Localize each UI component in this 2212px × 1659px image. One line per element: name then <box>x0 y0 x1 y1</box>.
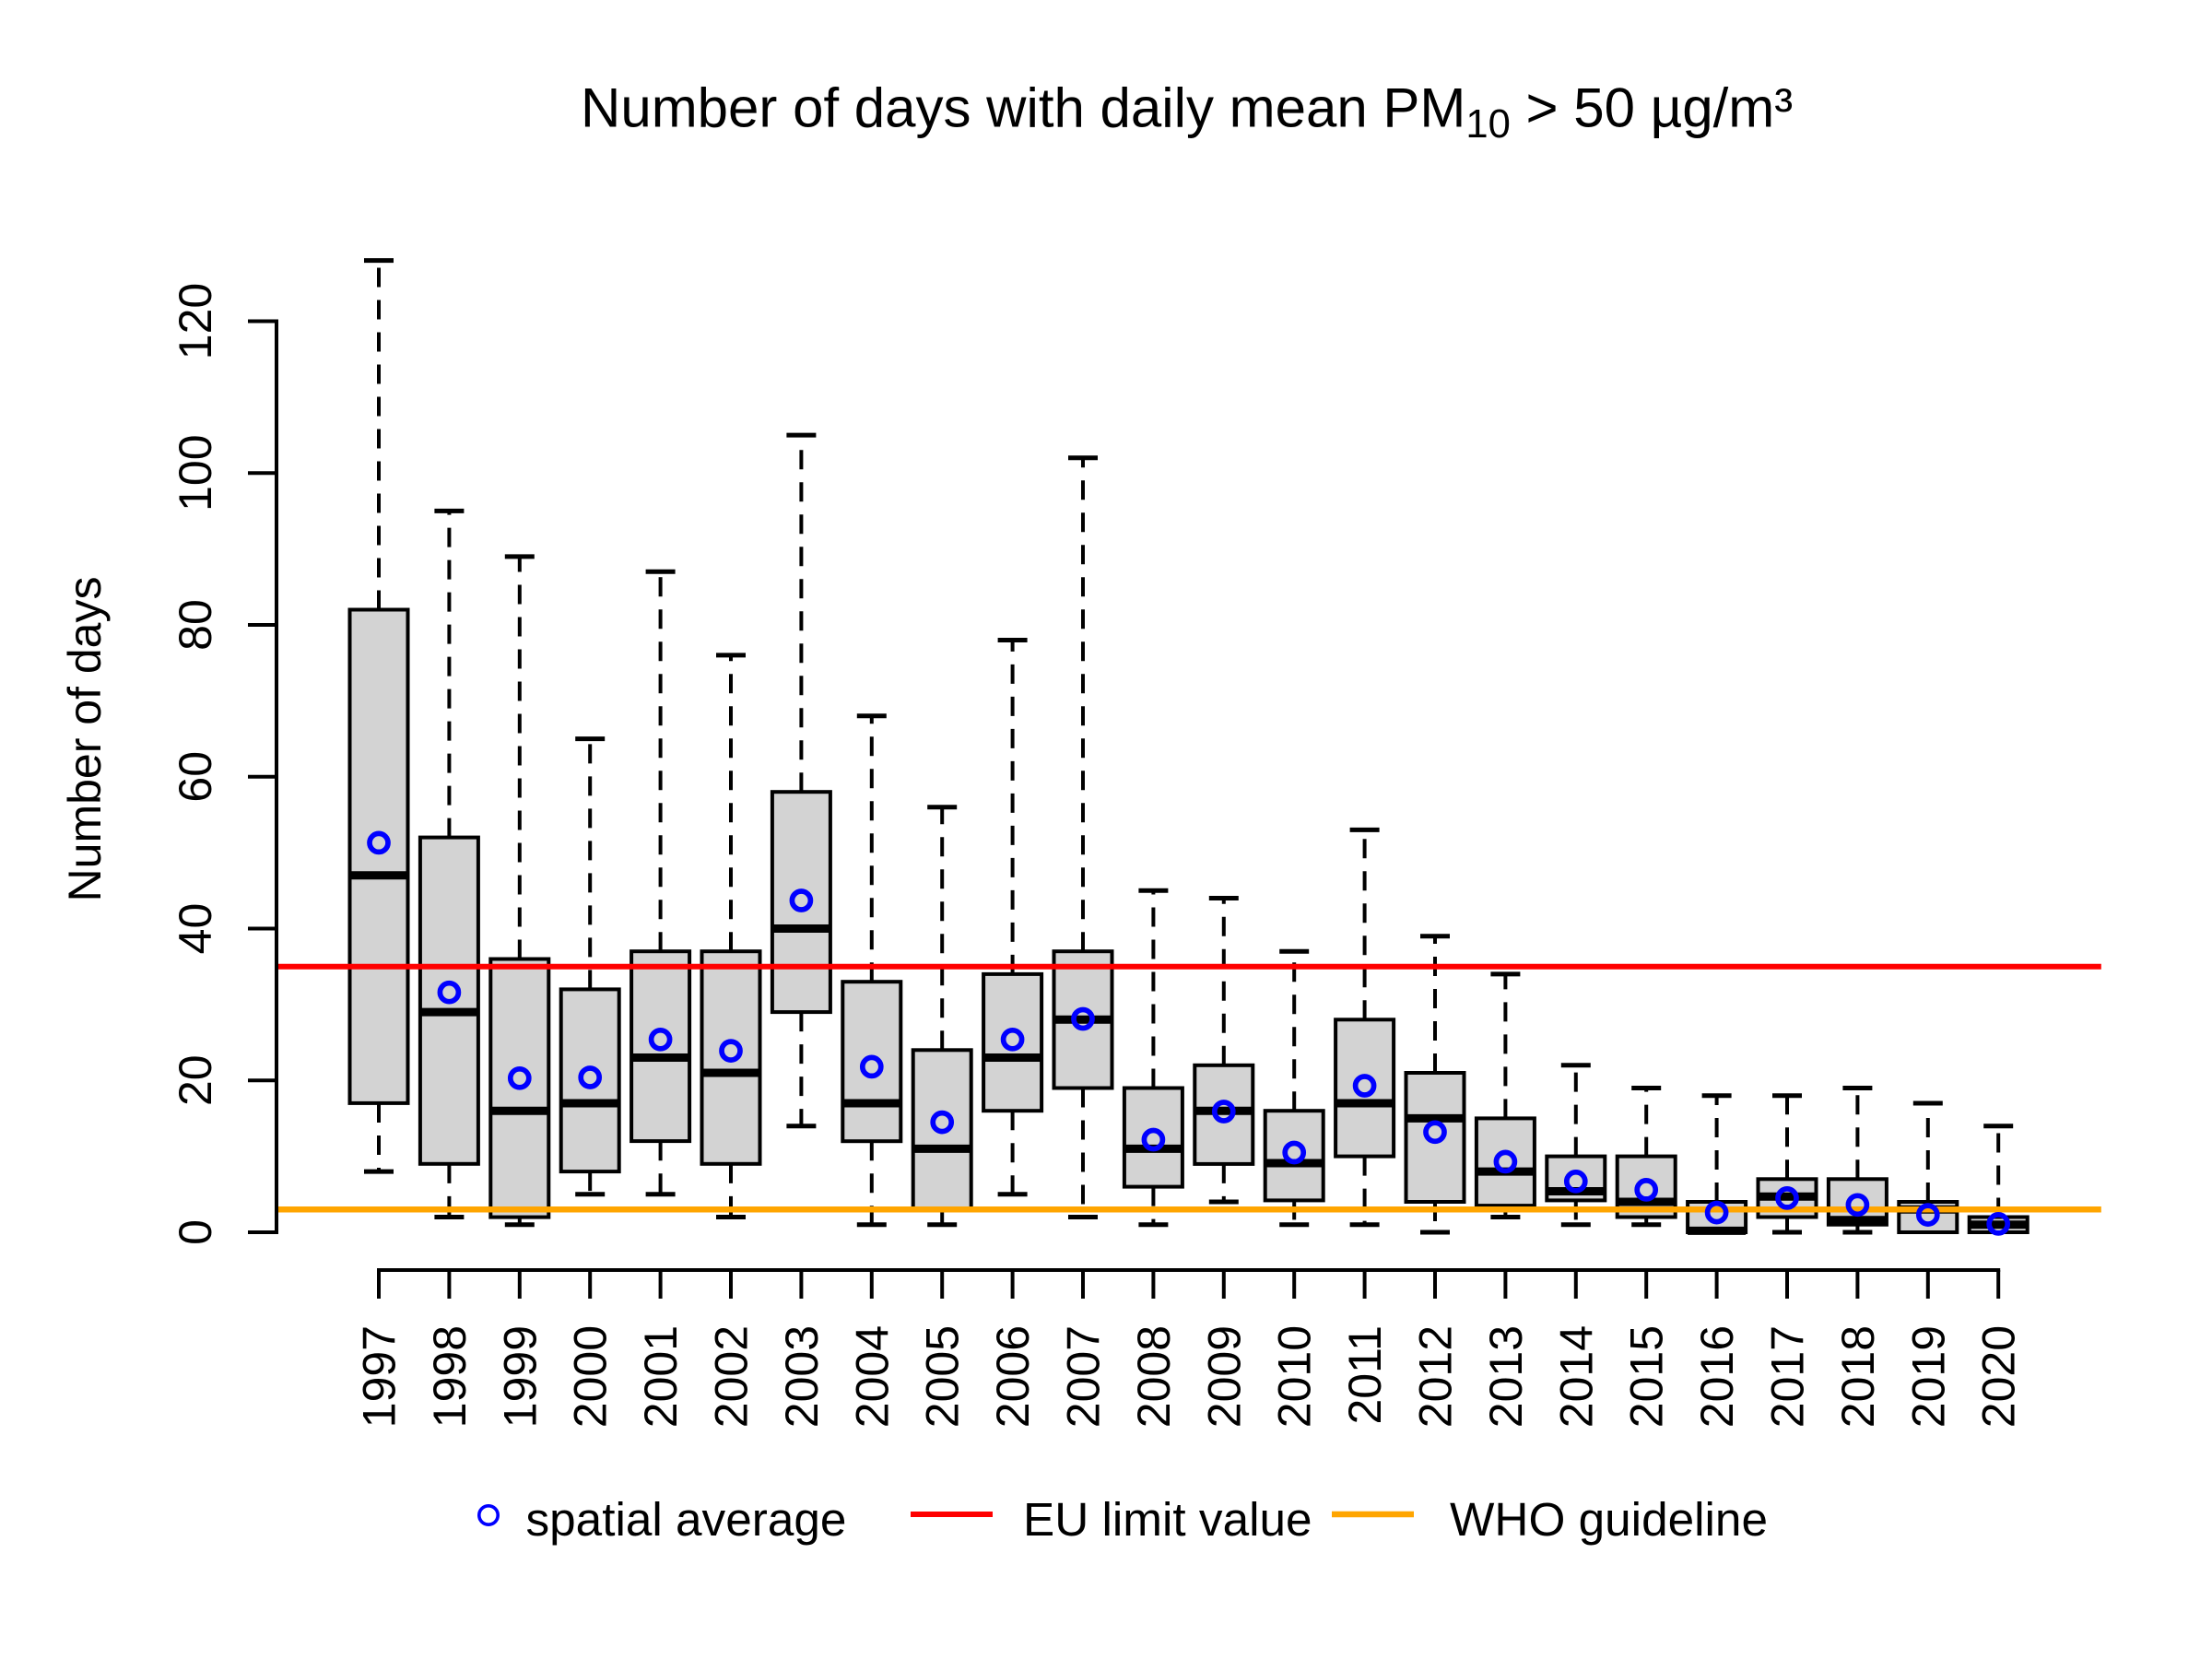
svg-text:2012: 2012 <box>1410 1325 1462 1428</box>
svg-text:40: 40 <box>170 903 221 955</box>
svg-text:2014: 2014 <box>1550 1325 1602 1428</box>
svg-text:2005: 2005 <box>917 1325 969 1428</box>
svg-text:2017: 2017 <box>1762 1325 1814 1428</box>
svg-text:2002: 2002 <box>706 1325 758 1428</box>
svg-text:2000: 2000 <box>565 1325 617 1428</box>
svg-text:2001: 2001 <box>635 1325 687 1428</box>
svg-text:60: 60 <box>170 751 221 803</box>
svg-text:2011: 2011 <box>1339 1325 1391 1425</box>
svg-text:2018: 2018 <box>1832 1325 1884 1428</box>
svg-text:1998: 1998 <box>424 1325 476 1428</box>
svg-text:2020: 2020 <box>1973 1325 2025 1428</box>
svg-text:Number of days with daily mean: Number of days with daily mean PM10 > 50… <box>581 77 1793 147</box>
svg-text:2006: 2006 <box>987 1325 1039 1428</box>
svg-text:2004: 2004 <box>846 1325 898 1428</box>
svg-text:2007: 2007 <box>1058 1325 1110 1428</box>
svg-text:2013: 2013 <box>1480 1325 1532 1428</box>
svg-text:2019: 2019 <box>1902 1325 1954 1428</box>
svg-text:1999: 1999 <box>494 1325 546 1428</box>
svg-text:2008: 2008 <box>1128 1325 1180 1428</box>
svg-text:2003: 2003 <box>776 1325 828 1428</box>
svg-text:100: 100 <box>170 434 221 511</box>
svg-text:2009: 2009 <box>1198 1325 1250 1428</box>
svg-text:1997: 1997 <box>354 1325 406 1428</box>
svg-text:20: 20 <box>170 1054 221 1106</box>
svg-text:2010: 2010 <box>1269 1325 1321 1428</box>
svg-text:0: 0 <box>170 1219 221 1245</box>
svg-text:WHO guideline: WHO guideline <box>1450 1493 1768 1546</box>
svg-text:80: 80 <box>170 599 221 651</box>
svg-text:2015: 2015 <box>1621 1325 1673 1428</box>
svg-text:2016: 2016 <box>1691 1325 1743 1428</box>
svg-text:EU limit value: EU limit value <box>1023 1493 1312 1546</box>
svg-text:spatial average: spatial average <box>526 1493 847 1546</box>
svg-text:Number of days: Number of days <box>59 577 111 902</box>
svg-text:120: 120 <box>170 283 221 359</box>
